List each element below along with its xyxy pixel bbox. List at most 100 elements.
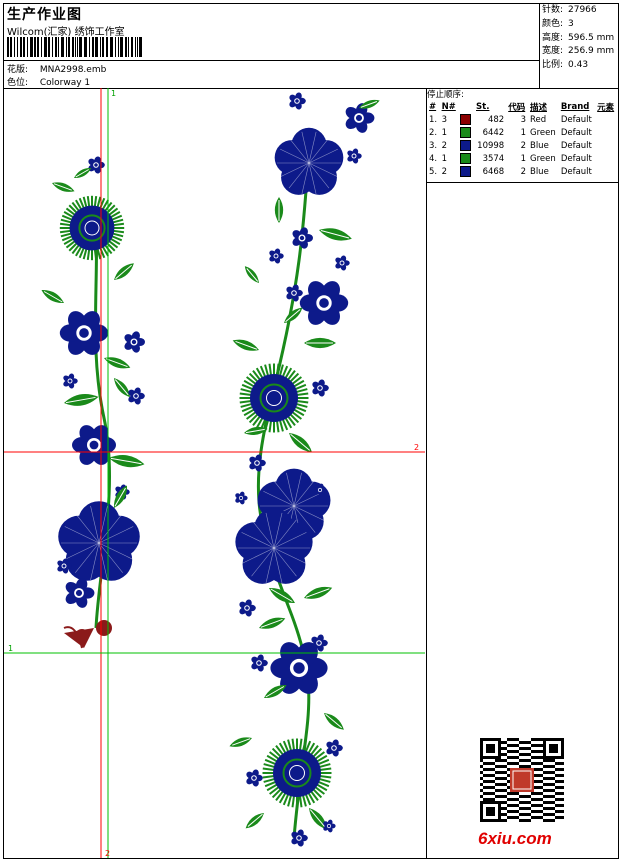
leaf-motif	[229, 737, 252, 747]
qr-module	[486, 774, 489, 777]
qr-module	[555, 792, 558, 795]
guide-label-horizontal-green: 1	[8, 644, 13, 653]
barcode-bar	[72, 37, 74, 57]
row-code: 2	[520, 166, 526, 177]
large-flower-right-upper-blob	[257, 468, 331, 540]
qr-module	[528, 741, 531, 744]
row-needle: 1	[441, 153, 447, 164]
color-swatch	[460, 127, 472, 138]
qr-module	[519, 819, 522, 822]
embroidery-artwork	[41, 92, 380, 847]
large-flower-right-lower-blob	[235, 508, 313, 584]
qr-module	[537, 756, 540, 759]
qr-module	[489, 762, 492, 765]
qr-module	[504, 789, 507, 792]
qr-module	[552, 777, 555, 780]
qr-module	[558, 798, 561, 801]
qr-module	[528, 795, 531, 798]
stop-table-bottom	[426, 182, 619, 183]
qr-module	[552, 807, 555, 810]
qr-module	[489, 786, 492, 789]
qr-module	[528, 813, 531, 816]
qr-module	[531, 816, 534, 819]
row-swatch	[458, 165, 474, 178]
table-row[interactable]: 4. 1 3574 1 Green Default	[427, 152, 617, 165]
qr-module	[534, 786, 537, 789]
qr-module	[510, 744, 513, 747]
barcode-bar	[75, 37, 76, 57]
qr-module	[510, 810, 513, 813]
qr-module	[501, 813, 504, 816]
studio-name: Wilcom(汇家) 绣饰工作室	[7, 27, 125, 38]
barcode-bar	[48, 37, 50, 57]
qr-module	[537, 744, 540, 747]
col-element: 元素	[597, 102, 615, 113]
table-row[interactable]: 3. 2 10998 2 Blue Default	[427, 139, 617, 152]
page-title: 生产作业图	[7, 7, 82, 23]
qr-module	[501, 807, 504, 810]
barcode-bar	[106, 37, 108, 57]
leaf-motif	[324, 713, 344, 730]
qr-module	[483, 774, 486, 777]
qr-module	[549, 819, 552, 822]
qr-module	[561, 816, 564, 819]
qr-module	[558, 780, 561, 783]
flower-motif	[65, 578, 95, 608]
qr-module	[516, 810, 519, 813]
qr-module	[549, 813, 552, 816]
color-swatch	[460, 114, 472, 125]
qr-module	[495, 777, 498, 780]
table-row[interactable]: 5. 2 6468 2 Blue Default	[427, 165, 617, 178]
qr-module	[516, 816, 519, 819]
qr-module	[552, 771, 555, 774]
qr-module	[549, 807, 552, 810]
barcode-bar	[17, 37, 18, 57]
flower-motif	[314, 483, 327, 497]
leaf-motif	[244, 426, 268, 435]
col-stitches: St.	[476, 101, 490, 112]
pattern-filename: MNA2998.emb	[39, 65, 107, 75]
qr-module	[558, 792, 561, 795]
row-needle: 3	[441, 114, 447, 125]
guide-label-horizontal-red: 2	[414, 443, 419, 452]
row-brand: Default	[560, 140, 592, 151]
qr-module	[546, 795, 549, 798]
qr-module	[522, 759, 525, 762]
table-row[interactable]: 2. 1 6442 1 Green Default	[427, 126, 617, 139]
scale-row: 比例: 0.43	[542, 59, 614, 73]
qr-module	[498, 759, 501, 762]
leaf-motif	[114, 263, 134, 280]
qr-module	[546, 807, 549, 810]
qr-module	[540, 774, 543, 777]
qr-module	[501, 765, 504, 768]
qr-module	[549, 783, 552, 786]
qr-module	[525, 741, 528, 744]
leaf-motif	[41, 289, 64, 304]
qr-module	[486, 780, 489, 783]
qr-module	[498, 765, 501, 768]
qr-module	[540, 786, 543, 789]
qr-module	[504, 765, 507, 768]
embroidery-design-canvas[interactable]: 1 2 2 1	[4, 88, 425, 858]
qr-code[interactable]	[480, 738, 564, 822]
header-divider	[3, 88, 619, 89]
qr-module	[531, 810, 534, 813]
qr-module	[528, 759, 531, 762]
qr-module	[540, 738, 543, 741]
qr-module	[561, 804, 564, 807]
qr-module	[522, 753, 525, 756]
qr-module	[504, 813, 507, 816]
leaf-motif	[289, 433, 312, 453]
qr-module	[546, 777, 549, 780]
flower-motif	[311, 634, 328, 652]
qr-module	[501, 747, 504, 750]
qr-module	[495, 771, 498, 774]
table-row[interactable]: 1. 3 482 3 Red Default	[427, 113, 617, 126]
qr-module	[528, 819, 531, 822]
row-stitches: 6442	[482, 127, 505, 138]
qr-module	[546, 759, 549, 762]
barcode-bar	[44, 37, 47, 57]
row-index: 3.	[429, 140, 438, 151]
qr-module	[540, 768, 543, 771]
barcode-bar	[100, 37, 101, 57]
